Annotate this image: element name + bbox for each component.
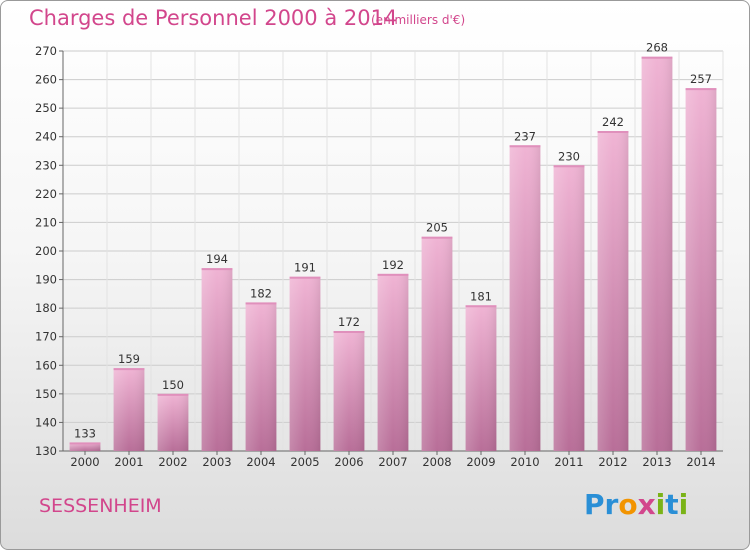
bar-top-edge [641, 56, 673, 59]
bar-top-edge [421, 236, 453, 239]
data-label: 194 [206, 252, 228, 266]
bar-shine [685, 88, 717, 452]
data-label: 205 [426, 221, 448, 235]
x-tick-label: 2010 [510, 455, 539, 469]
data-label: 191 [294, 261, 316, 275]
y-tick-label: 130 [35, 444, 57, 458]
chart-subtitle: (en milliers d'€) [371, 13, 466, 27]
y-tick-label: 210 [35, 215, 57, 229]
data-label: 242 [602, 115, 624, 129]
bar-shine [245, 302, 277, 451]
bar-top-edge [685, 88, 717, 91]
y-tick-label: 160 [35, 358, 57, 372]
logo-letter: t [665, 488, 679, 521]
data-label: 150 [162, 378, 184, 392]
bars [69, 56, 717, 452]
x-tick-label: 2013 [642, 455, 671, 469]
bar-shine [69, 442, 101, 451]
data-label: 159 [118, 352, 140, 366]
bar-top-edge [157, 393, 189, 396]
bar-shine [333, 331, 365, 451]
y-tick-label: 240 [35, 130, 57, 144]
bar-top-edge [289, 276, 321, 279]
y-tick-label: 180 [35, 301, 57, 315]
bar-shine [465, 305, 497, 451]
bar-shine [289, 276, 321, 451]
x-tick-label: 2009 [466, 455, 495, 469]
bar-top-edge [465, 305, 497, 308]
x-tick-label: 2001 [114, 455, 143, 469]
x-tick-label: 2002 [158, 455, 187, 469]
bar-shine [641, 56, 673, 451]
data-labels: 133 159 150 194 182 191 172 192 205 181 237 230 242 2… [74, 41, 712, 441]
y-tick-label: 260 [35, 73, 57, 87]
y-tick-label: 190 [35, 273, 57, 287]
x-tick-label: 2008 [422, 455, 451, 469]
logo-letter: x [637, 488, 656, 521]
data-label: 268 [646, 41, 668, 55]
bar-top-edge [113, 368, 145, 371]
bar-shine [113, 368, 145, 451]
bar-top-edge [201, 268, 233, 271]
logo-letter: i [655, 488, 666, 521]
x-tick-label: 2003 [202, 455, 231, 469]
x-tick-label: 2012 [598, 455, 627, 469]
y-tick-label: 270 [35, 44, 57, 58]
bar-shine [553, 165, 585, 452]
chart-title: Charges de Personnel 2000 à 2014 [29, 6, 398, 30]
data-label: 133 [74, 426, 96, 440]
tick-labels: 130 140 150 160 170 180 190 200 210 220 230 240 250 2… [35, 44, 716, 469]
data-label: 237 [514, 129, 536, 143]
logo-letter: P [584, 488, 605, 521]
city-name: SESSENHEIM [39, 495, 162, 517]
proxiti-logo[interactable]: Proxiti [584, 488, 688, 521]
logo-letter: i [678, 488, 689, 521]
bar-shine [201, 268, 233, 451]
y-tick-label: 140 [35, 415, 57, 429]
y-tick-label: 150 [35, 387, 57, 401]
bar-top-edge [333, 331, 365, 333]
bar-top-edge [245, 302, 277, 305]
data-label: 230 [558, 149, 580, 163]
x-tick-label: 2007 [378, 455, 407, 469]
bar-shine [421, 236, 453, 451]
x-tick-label: 2005 [290, 455, 319, 469]
bar-shine [509, 145, 541, 452]
bar-shine [377, 273, 409, 451]
y-tick-label: 250 [35, 101, 57, 115]
y-tick-label: 200 [35, 244, 57, 258]
bar-top-edge [69, 442, 101, 445]
data-label: 257 [690, 72, 712, 86]
y-tick-label: 230 [35, 158, 57, 172]
x-tick-label: 2006 [334, 455, 363, 469]
y-tick-label: 170 [35, 330, 57, 344]
data-label: 192 [382, 258, 404, 272]
bar-top-edge [597, 131, 629, 133]
data-label: 182 [250, 286, 272, 300]
logo-letter: o [618, 488, 638, 521]
data-label: 181 [470, 289, 492, 303]
x-tick-label: 2000 [70, 455, 99, 469]
bar-shine [597, 131, 629, 451]
bar-top-edge [377, 273, 409, 276]
x-tick-label: 2014 [686, 455, 715, 469]
x-tick-label: 2011 [554, 455, 583, 469]
logo-letter: r [604, 488, 619, 521]
bar-shine [157, 393, 189, 451]
data-label: 172 [338, 315, 360, 329]
x-tick-label: 2004 [246, 455, 275, 469]
bar-top-edge [509, 145, 541, 148]
bar-top-edge [553, 165, 585, 168]
y-tick-label: 220 [35, 187, 57, 201]
